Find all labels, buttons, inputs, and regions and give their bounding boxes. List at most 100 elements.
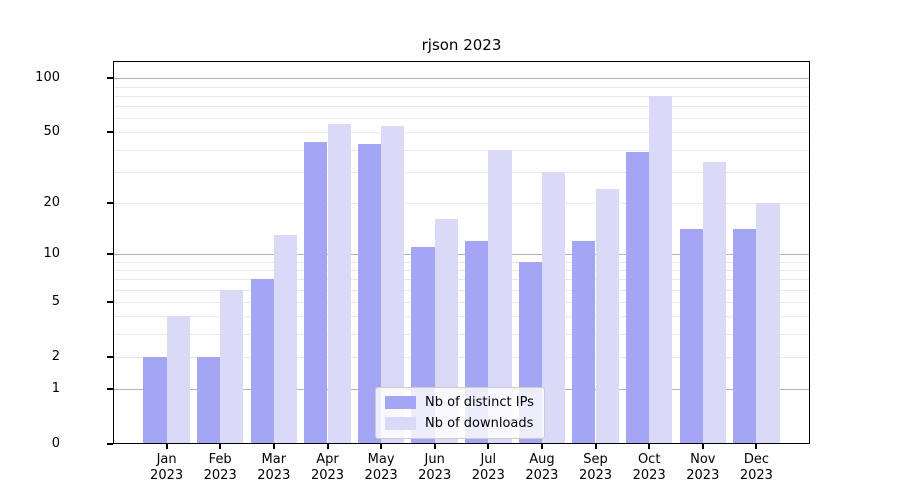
x-tick-month: Jul — [480, 452, 497, 467]
bar-nb-of-downloads — [220, 289, 244, 444]
x-axis-tick-label: Nov 2023 — [671, 452, 735, 484]
gridline — [113, 86, 810, 88]
bar-nb-of-downloads — [381, 126, 405, 444]
x-tick-month: Jun — [424, 452, 445, 467]
legend-item-nb-of-downloads: Nb of downloads — [385, 416, 534, 431]
gridline — [113, 356, 810, 358]
x-tick-month: Mar — [261, 452, 287, 467]
x-axis-tick-label: Oct 2023 — [617, 452, 681, 484]
x-tick-month: Jan — [156, 452, 177, 467]
x-axis-tick-label: Jul 2023 — [456, 452, 520, 484]
gridline — [113, 95, 810, 97]
x-tick-month: Oct — [637, 452, 661, 467]
x-axis-tick-label: Aug 2023 — [510, 452, 574, 484]
x-tick-year: 2023 — [632, 468, 666, 483]
chart-title: rjson 2023 — [421, 36, 502, 54]
gridline — [113, 279, 810, 281]
x-tick-year: 2023 — [257, 468, 291, 483]
x-axis-tick-label: Sep 2023 — [564, 452, 628, 484]
x-axis-tick-mark — [540, 444, 543, 449]
y-axis-tick-label: 100 — [35, 70, 60, 86]
bar-nb-of-downloads — [166, 316, 190, 444]
x-axis-tick-mark — [380, 444, 383, 449]
legend-label-nb-of-downloads: Nb of downloads — [425, 416, 534, 431]
x-axis-tick-label: May 2023 — [349, 452, 413, 484]
x-tick-year: 2023 — [686, 468, 720, 483]
y-axis-tick-mark — [107, 355, 113, 358]
y-axis-tick-label: 50 — [43, 124, 60, 140]
bar-nb-of-distinct-ips — [304, 142, 328, 444]
bar-nb-of-downloads — [649, 95, 673, 444]
x-axis-tick-label: Feb 2023 — [188, 452, 252, 484]
x-tick-month: Nov — [690, 452, 716, 467]
y-axis-tick-label: 2 — [51, 348, 60, 364]
bar-nb-of-distinct-ips — [250, 279, 274, 444]
x-tick-year: 2023 — [578, 468, 613, 483]
y-axis-tick-mark — [107, 201, 113, 204]
y-axis-tick-label: 10 — [43, 245, 60, 261]
x-axis-tick-mark — [165, 444, 168, 449]
x-axis-tick-mark — [755, 444, 758, 449]
legend: Nb of distinct IPs Nb of downloads — [375, 387, 545, 439]
legend-swatch-nb-of-downloads — [385, 417, 416, 430]
y-axis-tick-mark — [107, 252, 113, 255]
bar-nb-of-downloads — [541, 171, 566, 444]
y-axis-tick-mark — [107, 77, 113, 80]
gridline — [113, 202, 810, 204]
gridline — [113, 334, 810, 336]
bar-nb-of-distinct-ips — [733, 229, 757, 444]
gridline — [113, 132, 810, 134]
bar-nb-of-downloads — [488, 149, 512, 444]
x-axis-tick-mark — [648, 444, 651, 449]
bar-nb-of-distinct-ips — [625, 151, 650, 444]
bar-nb-of-distinct-ips — [572, 240, 596, 444]
x-tick-year: 2023 — [525, 468, 559, 483]
gridline — [113, 261, 810, 263]
x-axis-tick-mark — [487, 444, 490, 449]
gridline — [113, 171, 810, 173]
x-axis-tick-label: Jan 2023 — [135, 452, 199, 484]
gridline — [113, 106, 810, 108]
x-axis-tick-label: Dec 2023 — [724, 452, 788, 484]
x-tick-year: 2023 — [739, 468, 773, 483]
x-axis-tick-mark — [326, 444, 329, 449]
x-tick-year: 2023 — [471, 468, 505, 483]
x-axis-tick-label: Apr 2023 — [296, 452, 360, 484]
x-axis-tick-mark — [594, 444, 597, 449]
x-tick-year: 2023 — [203, 468, 237, 483]
bar-nb-of-downloads — [595, 188, 619, 444]
gridline — [113, 302, 810, 303]
legend-label-nb-of-distinct-ips: Nb of distinct IPs — [425, 395, 534, 410]
bar-nb-of-downloads — [273, 234, 298, 444]
x-tick-year: 2023 — [310, 468, 345, 483]
y-axis-tick-mark — [107, 443, 113, 445]
y-axis-tick-label: 5 — [51, 294, 60, 309]
x-tick-month: May — [367, 452, 395, 467]
y-axis-tick-mark — [107, 131, 113, 134]
y-axis-tick-mark — [107, 301, 113, 303]
x-axis-tick-mark — [272, 444, 275, 449]
x-tick-year: 2023 — [150, 468, 184, 483]
x-axis-tick-mark — [433, 444, 436, 449]
x-tick-month: Aug — [529, 452, 555, 467]
x-axis-tick-mark — [219, 444, 222, 449]
legend-swatch-nb-of-distinct-ips — [385, 396, 416, 409]
bar-nb-of-downloads — [756, 202, 780, 444]
bar-nb-of-distinct-ips — [196, 356, 221, 444]
x-tick-month: Feb — [208, 452, 232, 467]
y-axis-tick-label: 20 — [43, 194, 60, 210]
gridline-major — [113, 78, 810, 80]
gridline — [113, 289, 810, 291]
gridline — [113, 316, 810, 318]
bar-nb-of-distinct-ips — [679, 229, 703, 444]
x-axis-tick-mark — [701, 444, 704, 449]
bar-nb-of-downloads — [702, 162, 727, 444]
x-tick-month: Sep — [583, 452, 608, 467]
gridline-major — [113, 253, 810, 255]
x-axis-tick-label: Mar 2023 — [242, 452, 306, 484]
gridline — [113, 269, 810, 271]
gridline — [113, 118, 810, 120]
x-tick-year: 2023 — [364, 468, 398, 483]
y-axis-tick-mark — [107, 388, 113, 391]
